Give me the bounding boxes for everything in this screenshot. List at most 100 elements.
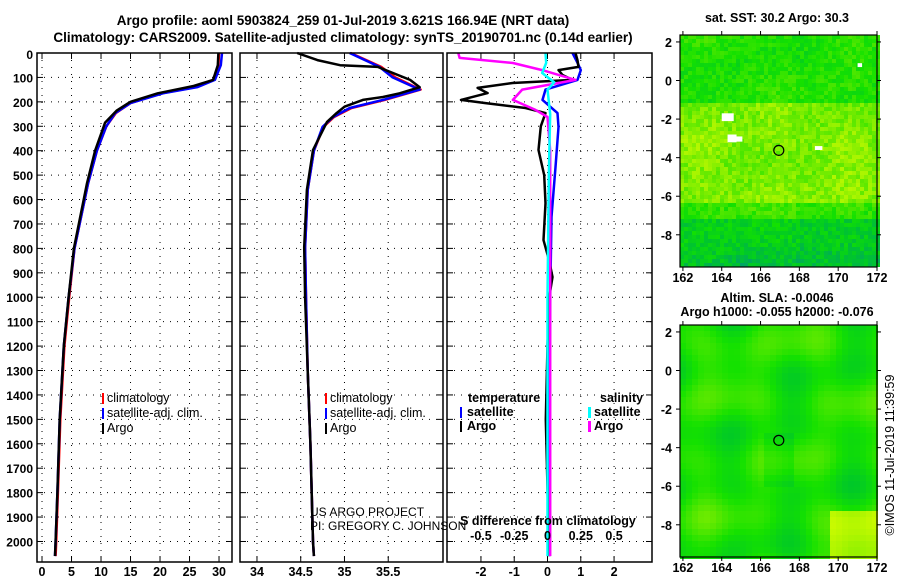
map-cell	[788, 47, 792, 51]
map-cell	[768, 231, 772, 235]
map-cell	[820, 215, 824, 219]
map-cell	[800, 235, 804, 239]
map-cell	[840, 223, 844, 227]
map-cell	[768, 155, 772, 159]
map-cell	[860, 247, 864, 251]
map-cell	[852, 151, 856, 155]
map-cell	[872, 103, 876, 107]
map-cell	[698, 415, 704, 421]
lat-tick-label: 2	[665, 326, 672, 340]
map-cell	[860, 135, 864, 139]
map-cell	[712, 219, 716, 223]
map-cell	[764, 135, 768, 139]
map-cell	[698, 505, 704, 511]
map-cell	[728, 427, 734, 433]
map-cell	[680, 255, 684, 259]
map-cell	[848, 111, 852, 115]
map-cell	[820, 63, 824, 67]
map-cell	[772, 183, 776, 187]
map-cell	[804, 43, 808, 47]
map-cell	[728, 227, 732, 231]
map-cell	[732, 71, 736, 75]
map-cell	[836, 331, 842, 337]
map-cell	[780, 83, 784, 87]
map-cell	[700, 179, 704, 183]
map-cell	[856, 179, 860, 183]
map-cell	[800, 263, 804, 267]
lon-tick-label: 170	[828, 561, 849, 575]
map-cell	[680, 63, 684, 67]
map-cell	[876, 183, 880, 187]
map-cell	[728, 211, 732, 215]
map-cell	[832, 35, 836, 39]
map-cell	[696, 67, 700, 71]
map-cell	[852, 131, 856, 135]
map-cell	[796, 87, 800, 91]
project-credit: US ARGO PROJECT	[310, 505, 425, 519]
map-cell	[692, 107, 696, 111]
map-cell	[734, 481, 740, 487]
map-cell	[716, 171, 720, 175]
map-cell	[764, 71, 768, 75]
map-cell	[784, 55, 788, 59]
map-cell	[752, 451, 758, 457]
map-cell	[788, 547, 794, 553]
map-cell	[792, 263, 796, 267]
map-cell	[808, 59, 812, 63]
map-cell	[800, 227, 804, 231]
map-cell	[744, 207, 748, 211]
map-cell	[772, 167, 776, 171]
x-tick-label: 35	[338, 565, 352, 579]
map-cell	[836, 147, 840, 151]
map-cell	[860, 111, 864, 115]
map-cell	[760, 223, 764, 227]
map-cell	[804, 59, 808, 63]
map-cell	[842, 481, 848, 487]
map-cell	[724, 139, 728, 143]
map-cell	[832, 135, 836, 139]
map-cell	[828, 103, 832, 107]
map-cell	[692, 159, 696, 163]
map-cell	[700, 247, 704, 251]
map-cell	[698, 367, 704, 373]
map-cell	[720, 255, 724, 259]
map-cell	[864, 195, 868, 199]
map-cell	[804, 155, 808, 159]
map-cell	[794, 457, 800, 463]
map-cell	[732, 247, 736, 251]
map-cell	[700, 39, 704, 43]
map-cell	[872, 175, 876, 179]
map-cell	[704, 343, 710, 349]
map-cell	[860, 171, 864, 175]
map-cell	[704, 107, 708, 111]
map-cell	[768, 67, 772, 71]
map-cell	[818, 415, 824, 421]
map-cell	[720, 135, 724, 139]
map-cell	[776, 439, 782, 445]
map-cell	[684, 159, 688, 163]
map-cell	[728, 203, 732, 207]
map-cell	[744, 83, 748, 87]
map-cell	[724, 159, 728, 163]
map-cell	[800, 367, 806, 373]
map-cell	[784, 167, 788, 171]
map-cell	[744, 135, 748, 139]
map-cell	[788, 199, 792, 203]
map-cell	[708, 75, 712, 79]
map-cell	[760, 151, 764, 155]
map-cell	[820, 263, 824, 267]
map-cell	[800, 439, 806, 445]
map-cell	[848, 43, 852, 47]
map-cell	[772, 215, 776, 219]
map-cell	[772, 131, 776, 135]
map-cell	[818, 541, 824, 547]
map-cell	[736, 171, 740, 175]
map-cell	[696, 235, 700, 239]
map-cell	[784, 187, 788, 191]
map-cell	[868, 75, 872, 79]
map-cell	[740, 337, 746, 343]
map-cell	[824, 91, 828, 95]
map-cell	[872, 259, 876, 263]
map-cell	[764, 143, 768, 147]
map-cell	[796, 247, 800, 251]
